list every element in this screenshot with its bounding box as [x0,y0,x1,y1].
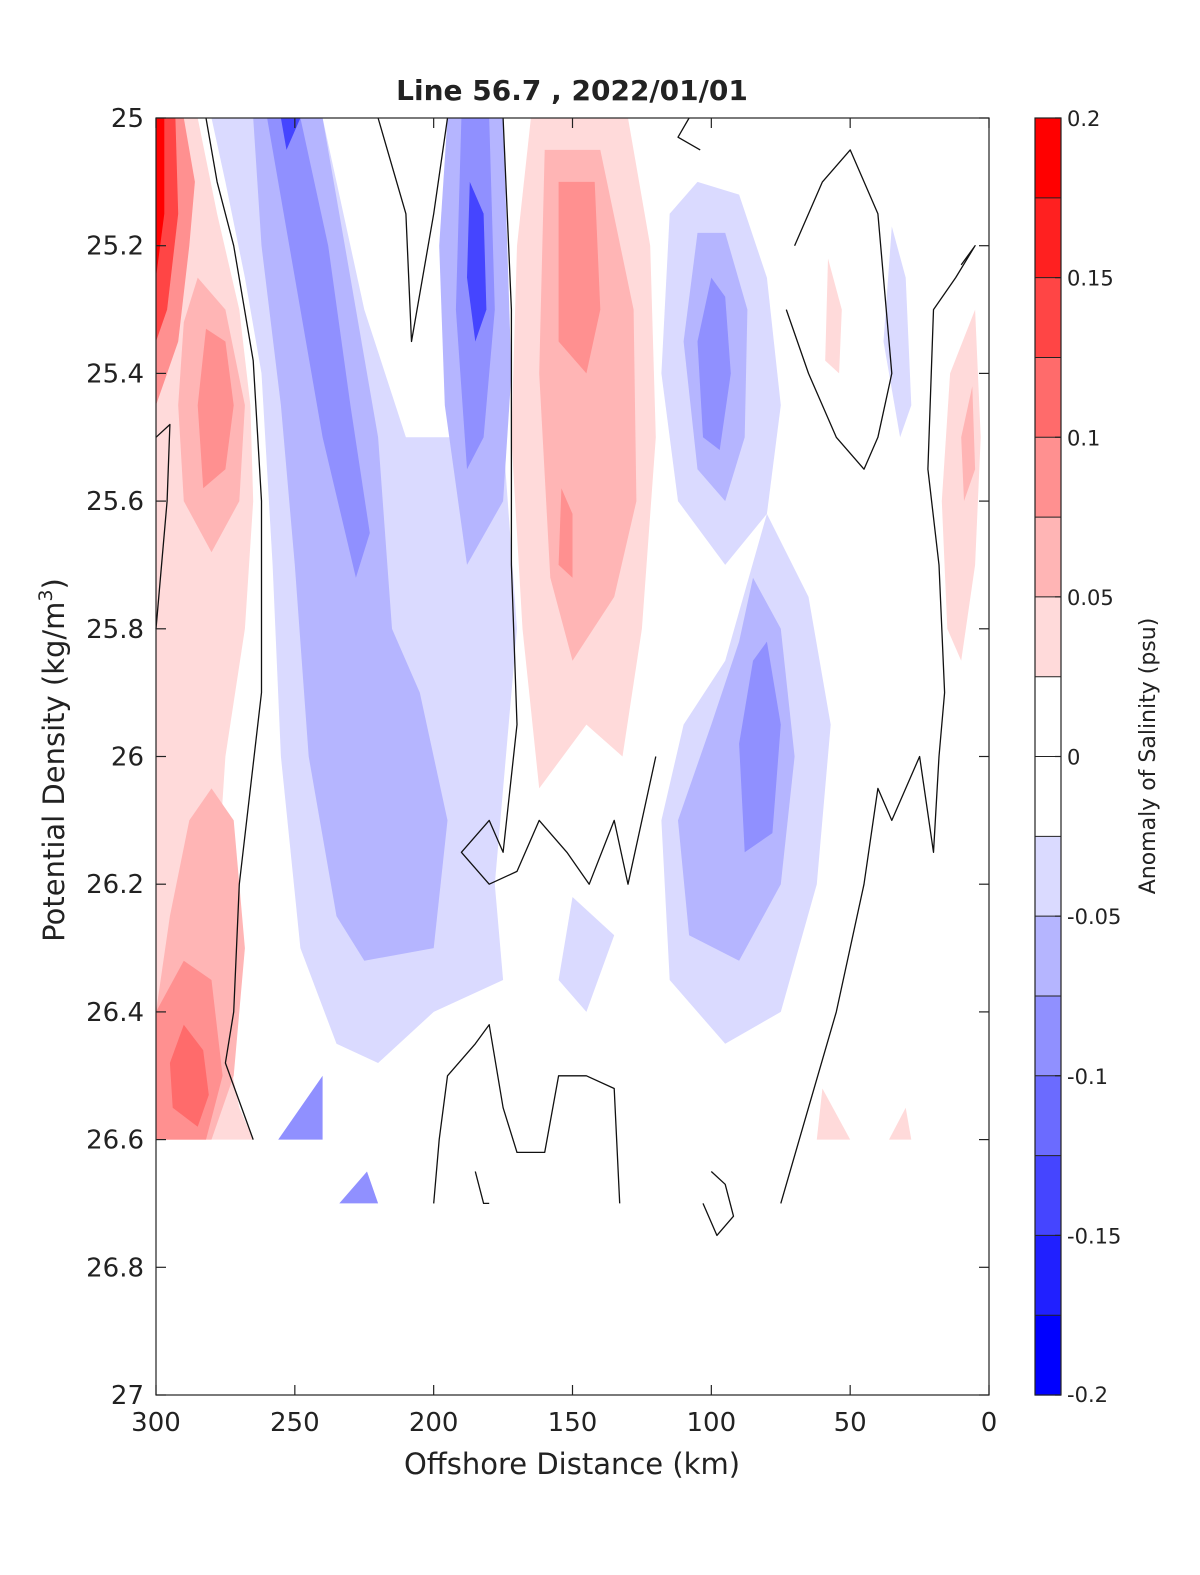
x-tick-label: 300 [131,1408,181,1438]
x-axis-label: Offshore Distance (km) [404,1447,740,1481]
x-tick-label: 250 [270,1408,320,1438]
colorbar-tick-label: 0.15 [1067,267,1114,291]
colorbar-tick-label: 0.2 [1067,107,1100,131]
colorbar-level-8 [1035,756,1061,837]
colorbar-tick-label: -0.2 [1067,1383,1108,1407]
contour-region-33 [278,1075,323,1140]
contour-region-26 [558,897,615,1012]
colorbar-tick-label: 0.1 [1067,426,1100,450]
colorbar-level-2 [1035,277,1061,358]
y-tick-label: 26.4 [86,998,144,1028]
x-axis-ticks: 300 250 200 150 100 50 0 [131,118,997,1438]
colorbar-level-6 [1035,596,1061,678]
colorbar-level-9 [1035,836,1061,917]
y-tick-label: 26.8 [86,1253,144,1283]
colorbar-level-3 [1035,357,1061,438]
colorbar-level-10 [1035,916,1061,997]
contour-region-3 [156,118,165,278]
y-tick-label: 26 [111,743,144,773]
colorbar-label: Anomaly of Salinity (psu) [1136,618,1161,895]
y-tick-label: 25.2 [86,232,144,262]
contour-region-8 [169,1024,209,1127]
contour-region-5 [197,328,234,489]
zero-contour-3 [460,117,657,885]
zero-contour-7 [433,1024,621,1204]
contour-region-34 [339,1171,379,1204]
colorbar-tick-label: -0.05 [1067,905,1121,929]
zero-contour-0 [155,423,171,629]
zero-contour-6 [780,245,976,1204]
zero-contour-5 [785,149,893,470]
contour-region-29 [961,386,976,502]
y-tick-label: 26.6 [86,1126,144,1156]
contour-region-22 [697,277,731,450]
colorbar-tick-label: -0.15 [1067,1224,1121,1248]
colorbar-level-12 [1035,1075,1061,1157]
x-tick-label: 150 [548,1408,598,1438]
colorbar-level-14 [1035,1235,1061,1316]
x-tick-label: 200 [409,1408,459,1438]
contour-region-19 [558,488,573,578]
y-axis-label-main: Potential Density (kg/m [37,602,71,942]
contour-region-32 [889,1107,912,1140]
colorbar-ticks: 0.2 0.15 0.1 0.05 0 -0.05 -0.1 -0.15 -0.2 [1055,107,1121,1407]
contour-region-11 [267,118,370,578]
y-tick-label: 27 [111,1381,144,1411]
zero-contour-1 [205,117,263,1140]
colorbar-level-0 [1035,118,1061,199]
contour-region-31 [816,1088,851,1140]
y-tick-label: 25 [111,104,144,134]
y-tick-label: 25.8 [86,615,144,645]
y-axis-label-superscript: 3 [35,589,57,601]
colorbar-level-7 [1035,676,1061,758]
x-tick-label: 100 [687,1408,737,1438]
colorbar [1035,118,1061,1396]
y-tick-label: 25.4 [86,359,144,389]
colorbar-level-5 [1035,517,1061,598]
contour-region-25 [739,641,781,853]
colorbar-level-1 [1035,197,1061,279]
contour-region-12 [280,118,301,150]
zero-contour-9 [474,1171,490,1205]
zero-contour-lines [155,117,976,1237]
zero-contour-2 [377,117,449,343]
colorbar-level-4 [1035,437,1061,518]
colorbar-tick-label: 0.05 [1067,586,1114,610]
contour-region-27 [883,226,912,438]
y-axis-label: Potential Density (kg/m3) [35,578,71,942]
x-tick-label: 50 [834,1408,867,1438]
zero-contour-4 [677,117,701,151]
x-tick-label: 0 [981,1408,998,1438]
contour-region-18 [558,181,601,374]
y-axis-label-close: ) [37,578,71,589]
colorbar-level-15 [1035,1315,1061,1396]
y-tick-label: 25.6 [86,487,144,517]
colorbar-tick-label: 0 [1067,746,1080,770]
zero-contour-8 [702,1171,735,1237]
contour-region-30 [825,258,842,374]
chart-title: Line 56.7 , 2022/01/01 [396,74,748,107]
colorbar-level-13 [1035,1155,1061,1236]
colorbar-level-11 [1035,995,1061,1077]
y-axis-ticks: 25 25.2 25.4 25.6 25.8 26 26.2 26.4 26.6 26.8 27 [86,104,989,1411]
filled-contour-regions [156,118,981,1204]
contour-region-15 [467,181,487,342]
y-tick-label: 26.2 [86,870,144,900]
colorbar-tick-label: -0.1 [1067,1065,1108,1089]
